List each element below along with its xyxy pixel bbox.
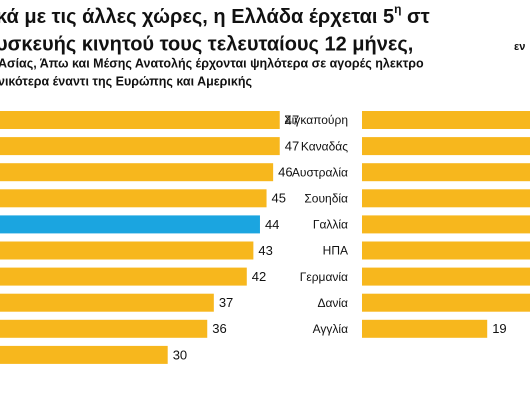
bar <box>0 345 168 364</box>
bar <box>0 319 208 338</box>
value-label: 37 <box>219 295 233 310</box>
title-text: στ <box>401 6 429 28</box>
value-label: 47 <box>285 112 299 127</box>
category-label: Γερμανία <box>300 270 348 284</box>
bar <box>362 189 530 208</box>
category-label: Σιγκαπούρη <box>284 113 348 127</box>
value-label: 30 <box>173 347 187 362</box>
category-label: Γαλλία <box>313 218 348 232</box>
bar <box>0 163 274 182</box>
category-label: Καναδάς <box>301 139 348 153</box>
bar <box>362 267 530 286</box>
bar <box>0 137 280 156</box>
value-label: 43 <box>258 243 272 258</box>
category-label: ΗΠΑ <box>323 244 348 258</box>
bar <box>0 189 267 208</box>
category-label: Αυστραλία <box>292 165 348 179</box>
category-label: Δανία <box>317 296 348 310</box>
value-label: 36 <box>212 321 226 336</box>
value-label: 44 <box>265 217 279 232</box>
title-line: υσκευής κινητού τους τελευταίους 12 μήνε… <box>0 33 413 55</box>
bar <box>0 111 280 129</box>
title-line: κά με τις άλλες χώρες, η Ελλάδα έρχεται … <box>0 2 430 28</box>
value-label: 42 <box>252 269 266 284</box>
bar <box>362 293 530 312</box>
bar <box>362 215 530 234</box>
bar <box>362 241 530 260</box>
bar <box>0 241 254 260</box>
value-label: 19 <box>492 321 506 336</box>
title-sup: η <box>394 2 401 16</box>
bar <box>362 111 530 129</box>
bar <box>0 293 214 312</box>
value-label: 45 <box>272 191 286 206</box>
bar <box>0 215 260 234</box>
subtitle-line: Ασίας, Άπω και Μέσης Ανατολής έρχονται ψ… <box>0 56 424 70</box>
value-label: 47 <box>285 139 299 154</box>
category-label: Αγγλία <box>313 322 348 336</box>
value-label: 46 <box>278 165 292 180</box>
title-text: κά με τις άλλες χώρες, η Ελλάδα έρχεται … <box>0 6 394 28</box>
bar <box>362 319 488 338</box>
bar <box>362 163 530 182</box>
title-note: εν <box>514 41 525 53</box>
bar <box>362 137 530 156</box>
bar <box>0 267 247 286</box>
category-label: Σουηδία <box>304 191 348 205</box>
subtitle-line: νικότερα έναντι της Ευρώπης και Αμερικής <box>0 74 252 88</box>
